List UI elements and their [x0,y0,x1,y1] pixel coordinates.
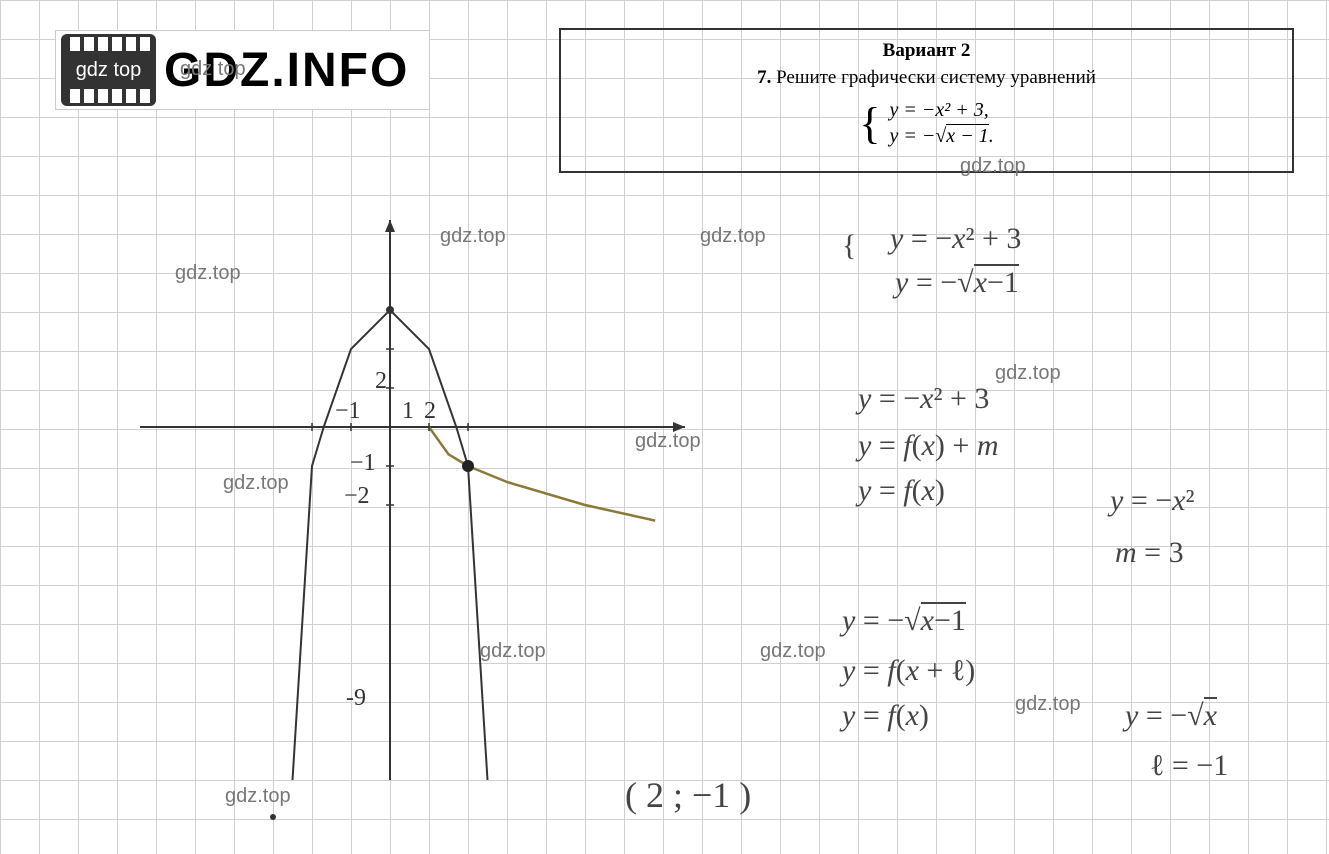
hw-line11: y = −√x [1125,695,1217,737]
axis-label-neg9y: -9 [346,685,366,712]
logo-box: gdz top GDZ.INFO [55,30,430,110]
hw-line6: y = −x² [1110,480,1195,522]
logo-main-text: GDZ.INFO [164,43,409,98]
axis-label-1y: 1 [402,398,414,425]
equation-system: { y = −x² + 3, y = −√x − 1. [581,97,1272,149]
hw-line10: y = f(x) [842,695,929,737]
graph-svg [130,220,690,820]
task-number: 7. [757,67,771,88]
hw-answer: ( 2 ; −1 ) [625,770,751,820]
hw-brace: { [842,225,856,267]
axis-label-2x: 2 [424,398,436,425]
axis-label-neg1y: −1 [350,450,376,477]
variant-title: Вариант 2 [581,40,1272,62]
hw-line5: y = f(x) [858,470,945,512]
brace-icon: { [859,98,880,149]
equation-lines: y = −x² + 3, y = −√x − 1. [889,97,993,149]
hw-line9: y = f(x + ℓ) [842,650,975,692]
task-description: Решите графически систему уравнений [776,67,1096,88]
hw-line8: y = −√x−1 [842,600,966,642]
hw-line12: ℓ = −1 [1150,745,1228,787]
axis-label-neg1x: −1 [335,398,361,425]
film-icon: gdz top [61,34,156,106]
graph-area: 2 1 2 −1 −1 −2 -9 [130,220,690,820]
axis-label-2y: 2 [375,368,387,395]
problem-box: Вариант 2 7. Решите графически систему у… [559,28,1294,173]
hw-line3: y = −x² + 3 [858,378,989,420]
hw-sys2: y = −√x−1 [895,262,1019,304]
film-text: gdz top [76,59,142,82]
task-text: 7. Решите графически систему уравнений [581,67,1272,89]
axis-label-neg2y: −2 [344,483,370,510]
hw-line7: m = 3 [1115,532,1184,574]
hw-line4: y = f(x) + m [858,425,999,467]
equation-1: y = −x² + 3, [889,99,988,121]
hw-sys1: y = −x² + 3 [890,218,1021,260]
equation-2: y = −√x − 1. [889,124,993,147]
